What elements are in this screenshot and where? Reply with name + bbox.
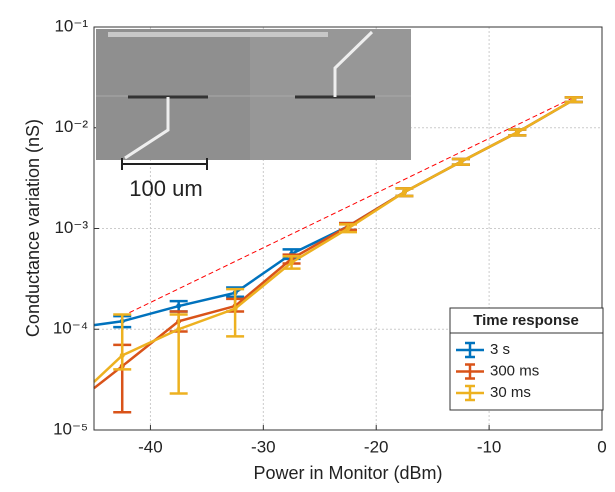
legend-title: Time response [473,312,579,329]
inset-electrode [124,97,170,160]
legend: Time response 3 s 300 ms 30 ms [449,307,604,411]
legend-label: 300 ms [490,362,539,379]
inset-electrode [333,30,374,97]
inset: 100 um [96,29,411,201]
y-tick-label: 10⁻² [54,117,88,136]
point [401,189,407,195]
inset-pads [108,32,328,37]
point [571,97,577,103]
y-axis-label: Conductance variation (nS) [23,119,43,337]
legend-label: 3 s [490,341,510,358]
point [514,129,520,135]
x-tick-label: -20 [364,437,389,456]
point [232,306,238,312]
y-tick-label: 10⁻⁴ [53,319,88,338]
reference-line [122,96,574,317]
scale-label: 100 um [129,176,202,201]
y-tick-label: 10⁻⁵ [53,419,88,438]
plot-frame [93,26,603,431]
point [345,226,351,231]
marks [93,96,583,414]
point [289,259,295,265]
legend-box [449,307,604,411]
point [176,326,182,332]
point [458,159,464,165]
point [176,303,182,309]
y-tick-label: 10⁻³ [54,218,88,237]
inset-image-right [250,29,411,160]
x-tick-label: 0 [597,437,606,456]
x-tick-label: -40 [138,437,163,456]
legend-label: 30 ms [490,384,531,401]
x-tick-label: -10 [477,437,502,456]
point [119,352,125,358]
y-tick-label: 10⁻¹ [54,16,88,35]
x-tick-label: -30 [251,437,276,456]
x-axis-label: Power in Monitor (dBm) [253,463,442,483]
series-line [93,98,575,383]
